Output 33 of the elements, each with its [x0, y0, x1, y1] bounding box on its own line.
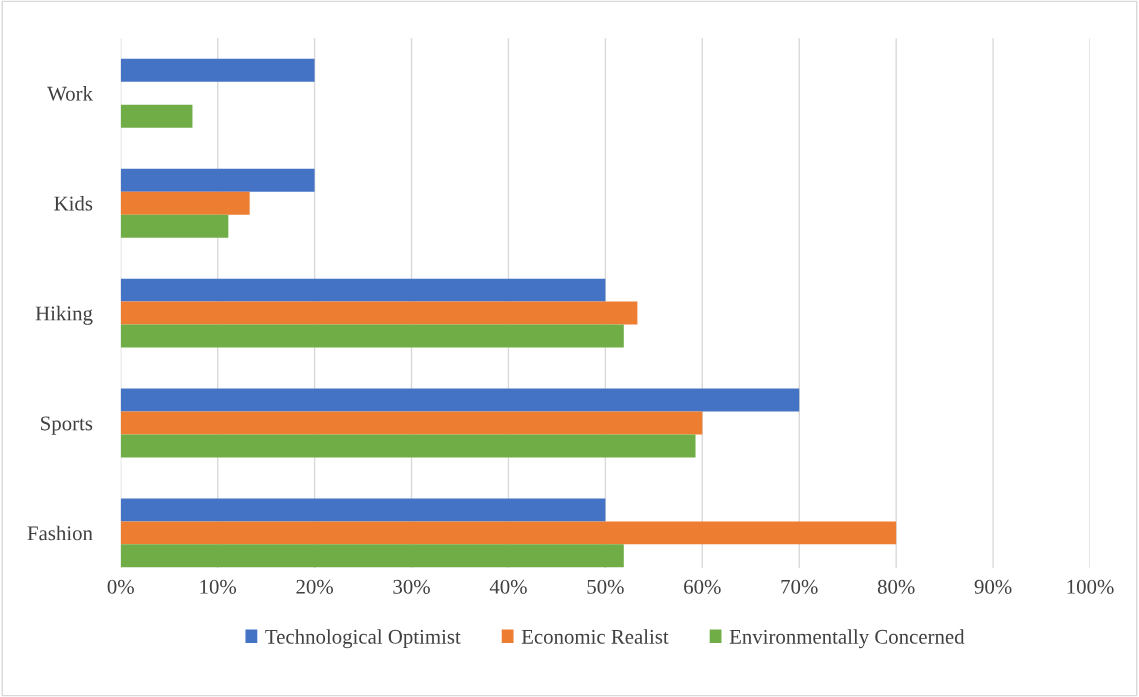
bar [120, 191, 250, 215]
x-tick-label: 50% [587, 579, 624, 594]
x-tick-label: 0% [107, 579, 134, 594]
bar [120, 168, 315, 192]
y-tick-label: Hiking [35, 305, 93, 325]
x-tick-label: 80% [877, 579, 915, 594]
x-tick-label: 70% [781, 579, 818, 594]
y-tick-label: Work [47, 86, 93, 101]
bar [120, 214, 229, 238]
x-tick-label: 40% [489, 579, 527, 594]
bar [120, 324, 624, 348]
bar [120, 104, 193, 128]
bar [120, 58, 315, 82]
x-tick-label: 100% [1067, 579, 1114, 594]
x-tick-label: 20% [296, 579, 333, 594]
x-tick-label: 60% [684, 579, 721, 594]
bar [120, 388, 800, 412]
y-tick-label: Kids [54, 195, 93, 211]
legend-label: Economic Realist [521, 629, 669, 644]
y-tick-label: Fashion [27, 525, 93, 541]
legend-label: Environmentally Concerned [729, 629, 965, 649]
bar [120, 434, 696, 458]
bar [120, 411, 703, 435]
x-tick-label: 30% [393, 579, 430, 594]
bar [120, 301, 638, 325]
bar [120, 498, 606, 522]
bar [120, 278, 606, 302]
legend-label: Technological Optimist [265, 629, 461, 649]
y-tick-label: Sports [41, 416, 93, 435]
x-tick-label: 90% [974, 579, 1012, 594]
x-tick-label: 10% [200, 579, 237, 594]
bar [120, 544, 624, 568]
bar [120, 521, 897, 545]
